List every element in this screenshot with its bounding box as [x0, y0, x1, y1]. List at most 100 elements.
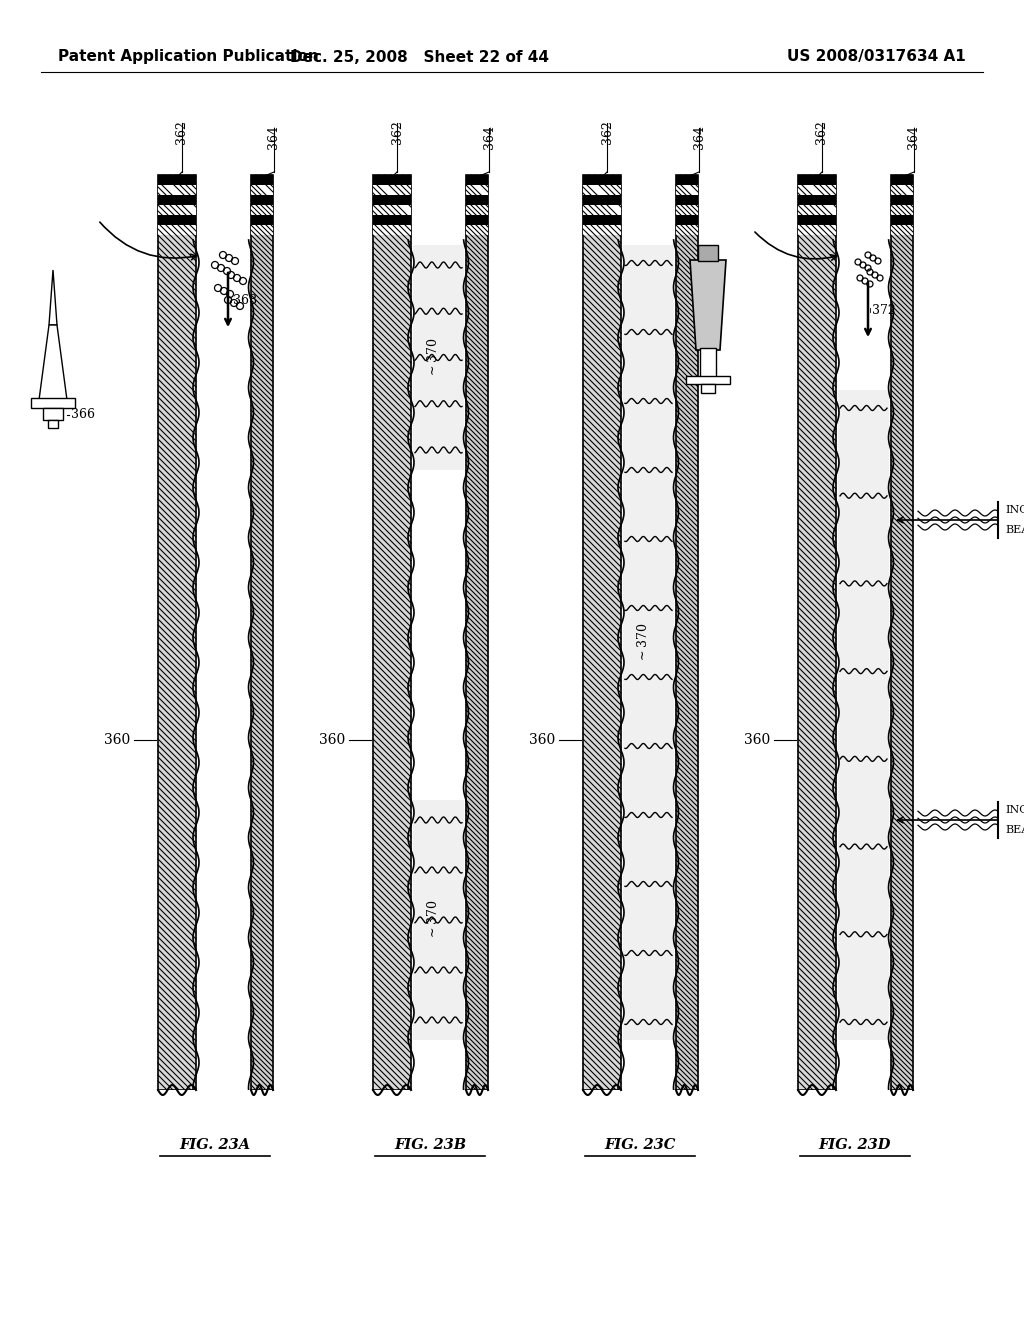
Bar	[676, 195, 698, 205]
Bar	[466, 195, 488, 205]
Text: BEAM: BEAM	[1005, 825, 1024, 836]
Bar	[891, 215, 913, 224]
Bar	[583, 205, 621, 215]
Bar	[411, 176, 466, 1090]
Bar	[158, 195, 196, 205]
Text: US 2008/0317634 A1: US 2008/0317634 A1	[787, 49, 966, 65]
Bar	[251, 185, 273, 195]
Bar	[158, 176, 196, 185]
Bar	[676, 185, 698, 195]
Polygon shape	[49, 271, 57, 325]
Bar	[676, 176, 698, 1090]
Bar	[373, 176, 411, 185]
Bar	[798, 215, 836, 224]
Bar	[676, 176, 698, 185]
Bar	[158, 215, 196, 224]
Bar	[158, 205, 196, 215]
Bar	[158, 185, 196, 195]
Bar	[798, 185, 836, 195]
Bar	[623, 246, 674, 1040]
Bar	[466, 185, 488, 195]
Bar	[466, 205, 488, 215]
Bar	[621, 176, 676, 1090]
Bar	[251, 176, 273, 1090]
Bar	[158, 224, 196, 235]
Bar	[413, 800, 464, 1040]
Text: 364: 364	[267, 125, 281, 149]
Text: Dec. 25, 2008   Sheet 22 of 44: Dec. 25, 2008 Sheet 22 of 44	[291, 49, 550, 65]
Text: 364: 364	[482, 125, 496, 149]
Polygon shape	[39, 325, 67, 400]
Bar	[373, 215, 411, 224]
Bar	[676, 215, 698, 224]
Bar	[798, 176, 836, 1090]
Bar	[373, 1090, 488, 1119]
Bar	[891, 185, 913, 195]
Bar	[251, 195, 273, 205]
Bar	[48, 420, 58, 428]
Text: 360: 360	[743, 733, 770, 747]
Bar	[583, 1090, 698, 1119]
Bar	[701, 384, 715, 393]
Text: 364: 364	[692, 125, 706, 149]
Text: BEAM: BEAM	[1005, 525, 1024, 535]
Bar	[836, 176, 891, 1090]
Text: $\sim$370: $\sim$370	[426, 900, 440, 940]
Bar	[43, 408, 63, 420]
Text: FIG. 23A: FIG. 23A	[179, 1138, 251, 1152]
Text: INCIDENT: INCIDENT	[1005, 805, 1024, 814]
Bar	[686, 376, 730, 384]
Bar	[251, 215, 273, 224]
Bar	[373, 205, 411, 215]
Text: FIG. 23C: FIG. 23C	[604, 1138, 676, 1152]
Text: 362: 362	[390, 120, 403, 144]
Bar	[373, 195, 411, 205]
Bar	[891, 205, 913, 215]
Text: $\sim$370: $\sim$370	[426, 338, 440, 378]
Text: FIG. 23D: FIG. 23D	[819, 1138, 891, 1152]
Bar	[251, 176, 273, 185]
Bar	[891, 176, 913, 185]
Text: 360: 360	[528, 733, 555, 747]
Text: $\sim$370: $\sim$370	[636, 622, 650, 663]
Bar	[798, 176, 836, 185]
Text: 360: 360	[103, 733, 130, 747]
Bar	[251, 205, 273, 215]
Bar	[583, 176, 621, 185]
Bar	[798, 224, 836, 235]
Bar	[466, 215, 488, 224]
Bar	[583, 224, 621, 235]
Bar	[31, 399, 75, 408]
Text: 364: 364	[907, 125, 921, 149]
Text: 362: 362	[815, 120, 828, 144]
Text: 362: 362	[600, 120, 613, 144]
Text: 366: 366	[71, 408, 95, 421]
Bar	[196, 176, 251, 1090]
Bar	[583, 215, 621, 224]
Text: FIG. 23B: FIG. 23B	[394, 1138, 466, 1152]
Bar	[158, 1090, 273, 1119]
Bar	[700, 348, 716, 378]
Bar	[891, 224, 913, 235]
Bar	[373, 224, 411, 235]
Bar	[891, 195, 913, 205]
Bar	[798, 195, 836, 205]
Bar	[466, 176, 488, 1090]
Polygon shape	[690, 260, 726, 350]
Bar	[676, 224, 698, 235]
Bar	[413, 246, 464, 470]
Bar	[698, 246, 718, 261]
Text: 362: 362	[175, 120, 188, 144]
Bar	[583, 185, 621, 195]
Bar	[373, 176, 411, 1090]
Text: INCIDENT: INCIDENT	[1005, 506, 1024, 515]
Bar	[798, 1090, 913, 1119]
Bar	[466, 176, 488, 185]
Bar	[466, 224, 488, 235]
Bar	[373, 185, 411, 195]
Bar	[838, 389, 889, 1040]
Bar	[676, 205, 698, 215]
Bar	[798, 205, 836, 215]
Bar	[583, 176, 621, 1090]
Text: 360: 360	[318, 733, 345, 747]
